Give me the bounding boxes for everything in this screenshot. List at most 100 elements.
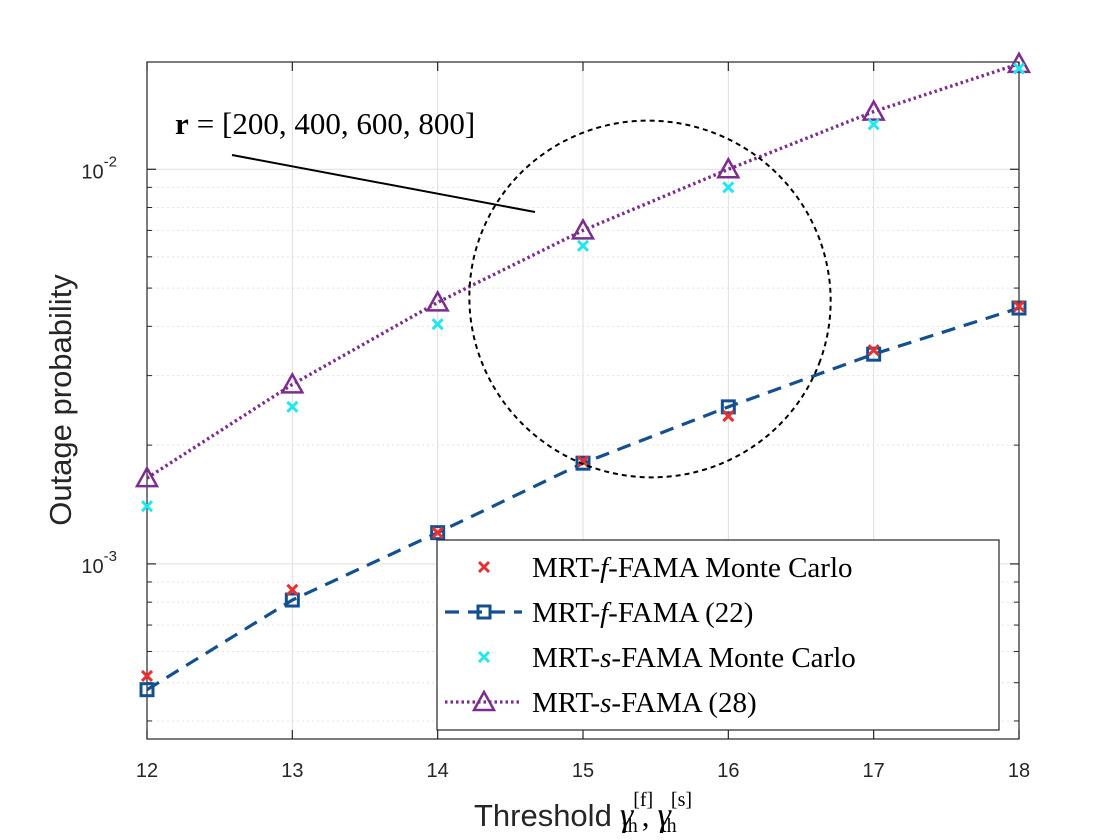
y-tick-label: 10-2	[81, 153, 117, 183]
x-tick-label: 18	[1008, 760, 1030, 782]
legend-marker	[477, 650, 491, 664]
annotation-label: r = [200, 400, 600, 800]	[175, 106, 475, 141]
x-marker-stroke	[286, 400, 299, 413]
annotation-bold-r: r	[175, 106, 189, 141]
data-point	[576, 239, 590, 252]
x-axis-title-text: Threshold	[474, 798, 612, 833]
data-point	[431, 526, 444, 539]
legend-label-prefix: MRT-	[532, 687, 600, 719]
data-point	[1012, 300, 1026, 313]
data-point	[140, 669, 154, 683]
legend-entry: MRT-f-FAMA (22)	[445, 597, 753, 629]
x-axis-title: Threshold γ[f] th, γ[s] th	[474, 789, 692, 837]
x-marker-stroke	[722, 409, 735, 423]
series-3	[134, 51, 1032, 488]
data-point	[570, 217, 596, 240]
legend-marker	[477, 560, 491, 574]
legend-label-suffix: -FAMA Monte Carlo	[611, 642, 855, 674]
x-marker-stroke	[140, 500, 154, 513]
y-tick-labels: 10-310-2	[81, 153, 117, 578]
x-marker-stroke	[431, 318, 444, 331]
x-tick-label: 17	[863, 760, 885, 782]
x-tick-label: 12	[136, 760, 158, 782]
x-marker-stroke	[576, 239, 590, 252]
x-tick-label: 15	[572, 760, 594, 782]
y-tick-mantissa: 10	[81, 556, 103, 578]
legend-marker	[471, 689, 497, 712]
data-point	[1006, 51, 1032, 74]
annotation-arrow-line	[231, 154, 536, 213]
data-point	[720, 399, 736, 415]
data-point	[430, 525, 446, 541]
legend-entry: MRT-s-FAMA Monte Carlo	[477, 642, 856, 674]
data-point	[286, 583, 299, 596]
x-marker-stroke	[576, 455, 590, 468]
x-marker-stroke	[140, 669, 154, 683]
x-marker-stroke	[1012, 300, 1026, 313]
data-point	[431, 318, 444, 331]
data-point	[425, 289, 450, 312]
x-axis-title-comma: ,	[642, 798, 650, 833]
annotation-value: = [200, 400, 600, 800]	[197, 106, 475, 141]
x-marker-stroke	[477, 650, 491, 664]
y-tick-exponent: -3	[104, 548, 117, 565]
annotation-ellipse	[468, 119, 832, 479]
y-tick-label: 10-3	[81, 548, 117, 578]
gamma-f-symbol: γ	[620, 797, 635, 834]
x-tick-labels: 12 13 14 15 16 17 18	[136, 760, 1030, 782]
gamma-s-superscript: [s]	[671, 789, 692, 811]
data-point	[134, 465, 160, 488]
data-point	[722, 409, 735, 423]
x-marker-stroke	[286, 583, 299, 596]
data-point	[576, 455, 590, 468]
x-marker-stroke	[722, 181, 735, 194]
legend-label-suffix: -FAMA Monte Carlo	[608, 552, 852, 584]
x-tick-label: 13	[281, 760, 303, 782]
legend-label-prefix: MRT-	[532, 642, 600, 674]
data-point	[140, 500, 154, 513]
legend-entry: MRT-f-FAMA Monte Carlo	[477, 552, 853, 584]
legend-label: MRT-f-FAMA Monte Carlo	[532, 552, 853, 584]
legend-label: MRT-s-FAMA Monte Carlo	[532, 642, 856, 674]
x-marker-stroke	[867, 118, 880, 131]
x-marker-stroke	[1012, 62, 1026, 75]
x-marker-stroke	[867, 344, 880, 357]
legend-label-prefix: MRT-	[532, 597, 600, 629]
y-tick-exponent: -2	[104, 153, 117, 170]
legend-label: MRT-f-FAMA (22)	[532, 597, 753, 629]
legend-entry: MRT-s-FAMA (28)	[445, 687, 757, 719]
gamma-s-subscript: th	[661, 815, 677, 837]
data-point	[1012, 62, 1026, 75]
legend-label-variable: s	[600, 687, 611, 719]
series-line	[146, 62, 1020, 480]
gamma-f-superscript: [f]	[633, 789, 653, 811]
gamma-s-symbol: γ	[658, 797, 673, 834]
gamma-f-subscript: th	[622, 815, 638, 837]
data-point	[716, 156, 741, 179]
legend-label: MRT-s-FAMA (28)	[532, 687, 757, 719]
data-point	[722, 181, 735, 194]
data-point	[286, 400, 299, 413]
series-0	[140, 300, 1026, 683]
x-marker-stroke	[431, 526, 444, 539]
data-point	[1011, 300, 1027, 316]
y-axis-title: Outage probability	[43, 274, 78, 526]
legend-label-suffix: -FAMA (28)	[611, 687, 756, 719]
y-tick-mantissa: 10	[81, 161, 103, 183]
data-point	[280, 371, 305, 394]
legend-marker	[476, 604, 492, 620]
x-tick-label: 14	[427, 760, 449, 782]
x-marker-stroke	[477, 560, 491, 574]
data-point	[575, 455, 591, 471]
legend-label-prefix: MRT-	[532, 552, 600, 584]
x-tick-label: 16	[717, 760, 739, 782]
data-point	[867, 118, 880, 131]
data-point	[284, 592, 300, 608]
data-point	[861, 99, 886, 121]
legend-box	[436, 539, 1000, 731]
legend-label-suffix: -FAMA (22)	[608, 597, 753, 629]
series-2	[140, 62, 1026, 513]
